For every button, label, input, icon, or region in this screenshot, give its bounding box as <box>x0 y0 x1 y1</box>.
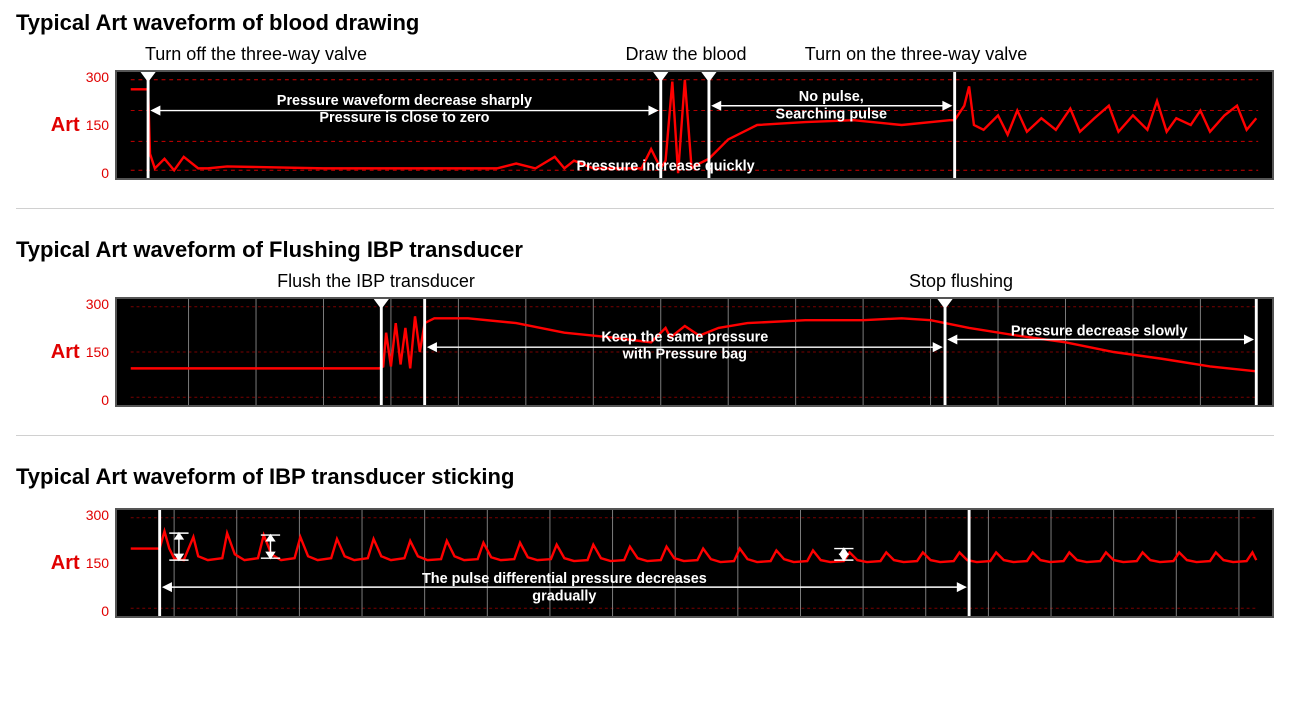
y-tick: 0 <box>101 604 109 618</box>
y-tick: 0 <box>101 166 109 180</box>
top-label-2: Stop flushing <box>909 271 1013 292</box>
divider <box>16 208 1274 209</box>
chart-waveform-3: The pulse differential pressure decrease… <box>115 508 1274 618</box>
panel-title: Typical Art waveform of IBP transducer s… <box>16 464 1274 490</box>
chart-waveform-1: Pressure waveform decrease sharply Press… <box>115 70 1274 180</box>
chart-row: Art 300 150 0 <box>16 508 1274 618</box>
top-labels: Turn off the three-way valve Draw the bl… <box>116 44 1286 70</box>
panel-sticking: Typical Art waveform of IBP transducer s… <box>16 464 1274 618</box>
y-tick: 150 <box>86 118 109 132</box>
overlay-text: Pressure is close to zero <box>319 110 489 126</box>
y-axis-label: Art <box>51 341 80 364</box>
y-tick: 150 <box>86 556 109 570</box>
panel-flushing: Typical Art waveform of Flushing IBP tra… <box>16 237 1274 407</box>
top-label-2: Draw the blood <box>625 44 746 65</box>
chart-waveform-2: Keep the same pressure with Pressure bag… <box>115 297 1274 407</box>
y-tick: 300 <box>86 70 109 84</box>
y-axis: Art 300 150 0 <box>16 297 115 407</box>
chart-row: Art 300 150 0 <box>16 70 1274 180</box>
chart-row: Art 300 150 0 <box>16 297 1274 407</box>
overlay-text: with Pressure bag <box>622 347 747 363</box>
panel-title: Typical Art waveform of blood drawing <box>16 10 1274 36</box>
y-axis: Art 300 150 0 <box>16 70 115 180</box>
top-label-1: Flush the IBP transducer <box>277 271 475 292</box>
top-label-3: Turn on the three-way valve <box>805 44 1027 65</box>
overlay-text: Pressure increase quickly <box>577 158 755 174</box>
top-labels <box>116 498 1286 508</box>
panel-title: Typical Art waveform of Flushing IBP tra… <box>16 237 1274 263</box>
overlay-text: The pulse differential pressure decrease… <box>422 571 707 587</box>
top-labels: Flush the IBP transducer Stop flushing <box>116 271 1286 297</box>
y-tick: 150 <box>86 345 109 359</box>
overlay-text: Pressure decrease slowly <box>1011 324 1188 340</box>
top-label-1: Turn off the three-way valve <box>145 44 367 65</box>
y-axis-label: Art <box>51 552 80 575</box>
panel-blood-drawing: Typical Art waveform of blood drawing Tu… <box>16 10 1274 180</box>
overlay-text: gradually <box>532 589 596 605</box>
y-tick: 300 <box>86 297 109 311</box>
overlay-text: Searching pulse <box>776 106 888 122</box>
y-tick: 300 <box>86 508 109 522</box>
y-axis-label: Art <box>51 114 80 137</box>
overlay-text: Keep the same pressure <box>601 329 768 345</box>
overlay-text: Pressure waveform decrease sharply <box>277 93 532 109</box>
y-tick: 0 <box>101 393 109 407</box>
overlay-text: No pulse, <box>799 89 864 105</box>
y-axis: Art 300 150 0 <box>16 508 115 618</box>
divider <box>16 435 1274 436</box>
